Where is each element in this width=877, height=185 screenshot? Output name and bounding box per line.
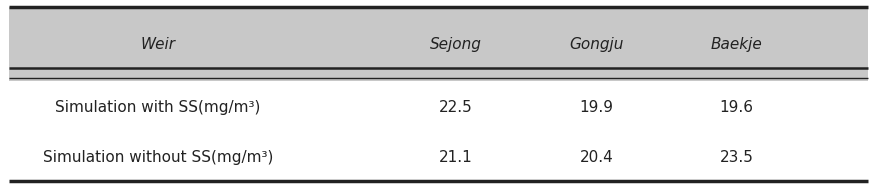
Text: Simulation without SS(mg/m³): Simulation without SS(mg/m³) (43, 150, 273, 165)
Text: Sejong: Sejong (430, 37, 482, 52)
Text: Gongju: Gongju (569, 37, 624, 52)
Text: 22.5: 22.5 (439, 100, 473, 115)
Text: 19.9: 19.9 (580, 100, 613, 115)
Text: 21.1: 21.1 (439, 150, 473, 165)
Text: Weir: Weir (140, 37, 175, 52)
Text: 23.5: 23.5 (720, 150, 753, 165)
Text: Simulation with SS(mg/m³): Simulation with SS(mg/m³) (55, 100, 260, 115)
Text: Baekje: Baekje (710, 37, 763, 52)
FancyBboxPatch shape (9, 7, 868, 81)
Text: 19.6: 19.6 (720, 100, 753, 115)
Text: 20.4: 20.4 (580, 150, 613, 165)
